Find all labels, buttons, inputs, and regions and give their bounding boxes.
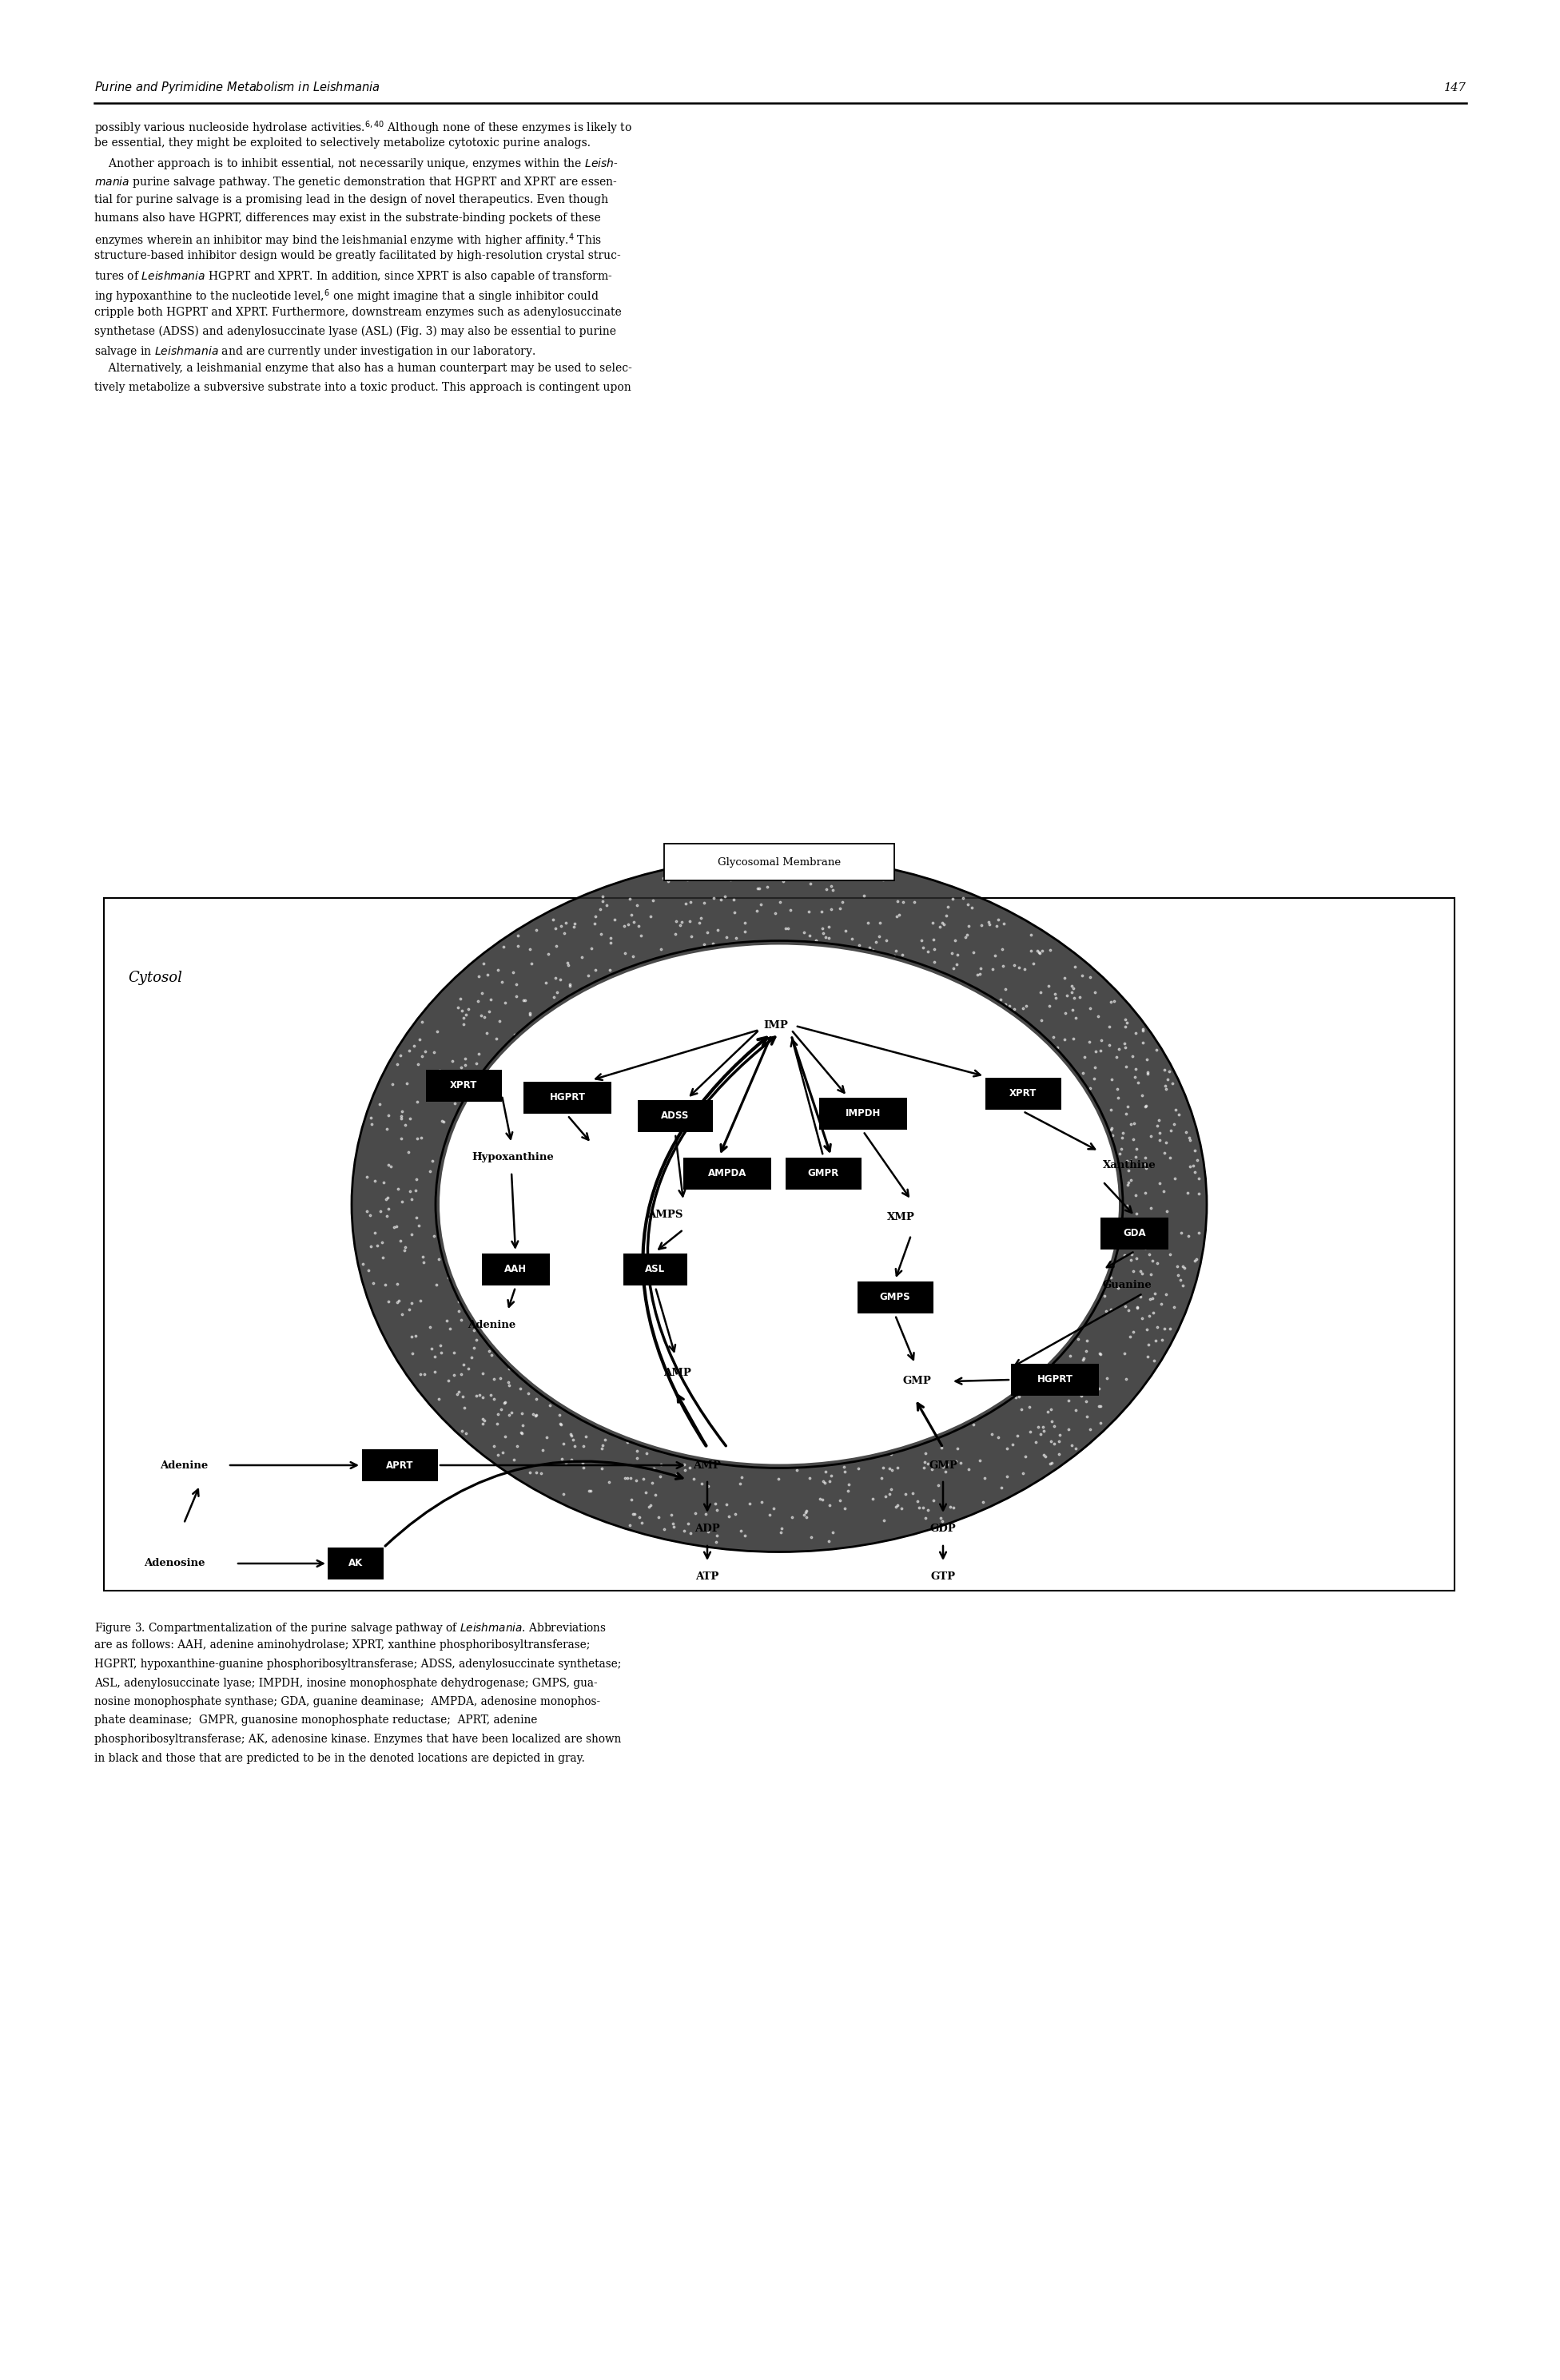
Text: Xanthine: Xanthine: [1103, 1161, 1156, 1171]
Text: HGPRT, hypoxanthine-guanine phosphoribosyltransferase; ADSS, adenylosuccinate sy: HGPRT, hypoxanthine-guanine phosphoribos…: [94, 1659, 621, 1671]
Text: cripple both HGPRT and XPRT. Furthermore, downstream enzymes such as adenylosucc: cripple both HGPRT and XPRT. Furthermore…: [94, 307, 621, 319]
FancyBboxPatch shape: [984, 1078, 1061, 1109]
FancyBboxPatch shape: [683, 1157, 771, 1190]
Text: GDA: GDA: [1123, 1228, 1147, 1238]
Text: tively metabolize a subversive substrate into a toxic product. This approach is : tively metabolize a subversive substrate…: [94, 381, 632, 393]
FancyBboxPatch shape: [819, 1097, 906, 1130]
FancyBboxPatch shape: [328, 1547, 384, 1580]
Text: tures of $\mathit{Leishmania}$ HGPRT and XPRT. In addition, since XPRT is also c: tures of $\mathit{Leishmania}$ HGPRT and…: [94, 269, 613, 283]
Ellipse shape: [440, 945, 1119, 1464]
FancyBboxPatch shape: [785, 1157, 861, 1190]
Text: IMPDH: IMPDH: [846, 1109, 881, 1119]
Text: ing hypoxanthine to the nucleotide level,$^{6}$ one might imagine that a single : ing hypoxanthine to the nucleotide level…: [94, 288, 599, 305]
Text: XPRT: XPRT: [1009, 1088, 1037, 1100]
FancyBboxPatch shape: [665, 845, 894, 881]
Text: salvage in $\mathit{Leishmania}$ and are currently under investigation in our la: salvage in $\mathit{Leishmania}$ and are…: [94, 345, 535, 359]
Text: GDP: GDP: [930, 1523, 956, 1535]
Text: nosine monophosphate synthase; GDA, guanine deaminase;  AMPDA, adenosine monopho: nosine monophosphate synthase; GDA, guan…: [94, 1697, 601, 1706]
FancyBboxPatch shape: [524, 1083, 612, 1114]
Text: AK: AK: [348, 1559, 363, 1568]
Text: tial for purine salvage is a promising lead in the design of novel therapeutics.: tial for purine salvage is a promising l…: [94, 195, 608, 205]
Text: in black and those that are predicted to be in the denoted locations are depicte: in black and those that are predicted to…: [94, 1752, 585, 1764]
FancyBboxPatch shape: [856, 1280, 933, 1314]
Text: humans also have HGPRT, differences may exist in the substrate-binding pockets o: humans also have HGPRT, differences may …: [94, 212, 601, 224]
Text: GMPS: GMPS: [880, 1292, 911, 1302]
Text: Adenosine: Adenosine: [144, 1559, 204, 1568]
Text: ADSS: ADSS: [661, 1111, 690, 1121]
Text: AMPS: AMPS: [647, 1209, 683, 1221]
Ellipse shape: [351, 857, 1207, 1552]
Text: GMP: GMP: [903, 1376, 931, 1388]
Text: are as follows: AAH, adenine aminohydrolase; XPRT, xanthine phosphoribosyltransf: are as follows: AAH, adenine aminohydrol…: [94, 1640, 590, 1652]
Text: ASL: ASL: [646, 1264, 666, 1276]
Text: AMP: AMP: [663, 1368, 691, 1378]
Text: Adenine: Adenine: [468, 1321, 516, 1330]
FancyBboxPatch shape: [426, 1069, 501, 1102]
Text: synthetase (ADSS) and adenylosuccinate lyase (ASL) (Fig. 3) may also be essentia: synthetase (ADSS) and adenylosuccinate l…: [94, 326, 616, 338]
Text: Alternatively, a leishmanial enzyme that also has a human counterpart may be use: Alternatively, a leishmanial enzyme that…: [94, 364, 632, 374]
Text: Another approach is to inhibit essential, not necessarily unique, enzymes within: Another approach is to inhibit essential…: [94, 157, 618, 171]
Text: AMPDA: AMPDA: [708, 1169, 747, 1178]
FancyBboxPatch shape: [362, 1449, 437, 1480]
Text: $\mathit{Purine\ and\ Pyrimidine\ Metabolism\ in\ Leishmania}$: $\mathit{Purine\ and\ Pyrimidine\ Metabo…: [94, 81, 381, 95]
Text: Figure 3. Compartmentalization of the purine salvage pathway of $\mathit{Leishma: Figure 3. Compartmentalization of the pu…: [94, 1621, 607, 1635]
Text: HGPRT: HGPRT: [549, 1092, 585, 1102]
Text: structure-based inhibitor design would be greatly facilitated by high-resolution: structure-based inhibitor design would b…: [94, 250, 621, 262]
FancyBboxPatch shape: [105, 897, 1454, 1590]
Text: phate deaminase;  GMPR, guanosine monophosphate reductase;  APRT, adenine: phate deaminase; GMPR, guanosine monopho…: [94, 1716, 537, 1726]
Text: IMP: IMP: [763, 1021, 788, 1031]
Text: 147: 147: [1445, 83, 1466, 93]
FancyBboxPatch shape: [1011, 1364, 1098, 1395]
Text: GTP: GTP: [931, 1571, 955, 1583]
Text: ASL, adenylosuccinate lyase; IMPDH, inosine monophosphate dehydrogenase; GMPS, g: ASL, adenylosuccinate lyase; IMPDH, inos…: [94, 1678, 597, 1687]
Text: GMPR: GMPR: [808, 1169, 839, 1178]
Text: phosphoribosyltransferase; AK, adenosine kinase. Enzymes that have been localize: phosphoribosyltransferase; AK, adenosine…: [94, 1733, 621, 1745]
FancyBboxPatch shape: [624, 1254, 688, 1285]
Text: HGPRT: HGPRT: [1037, 1376, 1073, 1385]
Text: possibly various nucleoside hydrolase activities.$^{6,40}$ Although none of thes: possibly various nucleoside hydrolase ac…: [94, 119, 632, 136]
Text: AAH: AAH: [504, 1264, 527, 1276]
Text: Glycosomal Membrane: Glycosomal Membrane: [718, 857, 841, 869]
Text: $\mathit{mania}$ purine salvage pathway. The genetic demonstration that HGPRT an: $\mathit{mania}$ purine salvage pathway.…: [94, 176, 618, 190]
Text: XPRT: XPRT: [449, 1081, 477, 1090]
Text: AMP: AMP: [693, 1459, 721, 1471]
Text: ADP: ADP: [694, 1523, 721, 1535]
Text: enzymes wherein an inhibitor may bind the leishmanial enzyme with higher affinit: enzymes wherein an inhibitor may bind th…: [94, 231, 602, 250]
Text: XMP: XMP: [888, 1211, 916, 1223]
Text: GMP: GMP: [928, 1459, 958, 1471]
FancyBboxPatch shape: [638, 1100, 713, 1133]
Text: Guanine: Guanine: [1103, 1280, 1153, 1290]
Text: ATP: ATP: [696, 1571, 719, 1583]
FancyBboxPatch shape: [1101, 1219, 1168, 1250]
Text: Adenine: Adenine: [159, 1459, 207, 1471]
Text: APRT: APRT: [385, 1459, 413, 1471]
Text: Cytosol: Cytosol: [128, 971, 183, 985]
Text: be essential, they might be exploited to selectively metabolize cytotoxic purine: be essential, they might be exploited to…: [94, 138, 591, 150]
Text: Hypoxanthine: Hypoxanthine: [471, 1152, 554, 1164]
FancyBboxPatch shape: [482, 1254, 549, 1285]
